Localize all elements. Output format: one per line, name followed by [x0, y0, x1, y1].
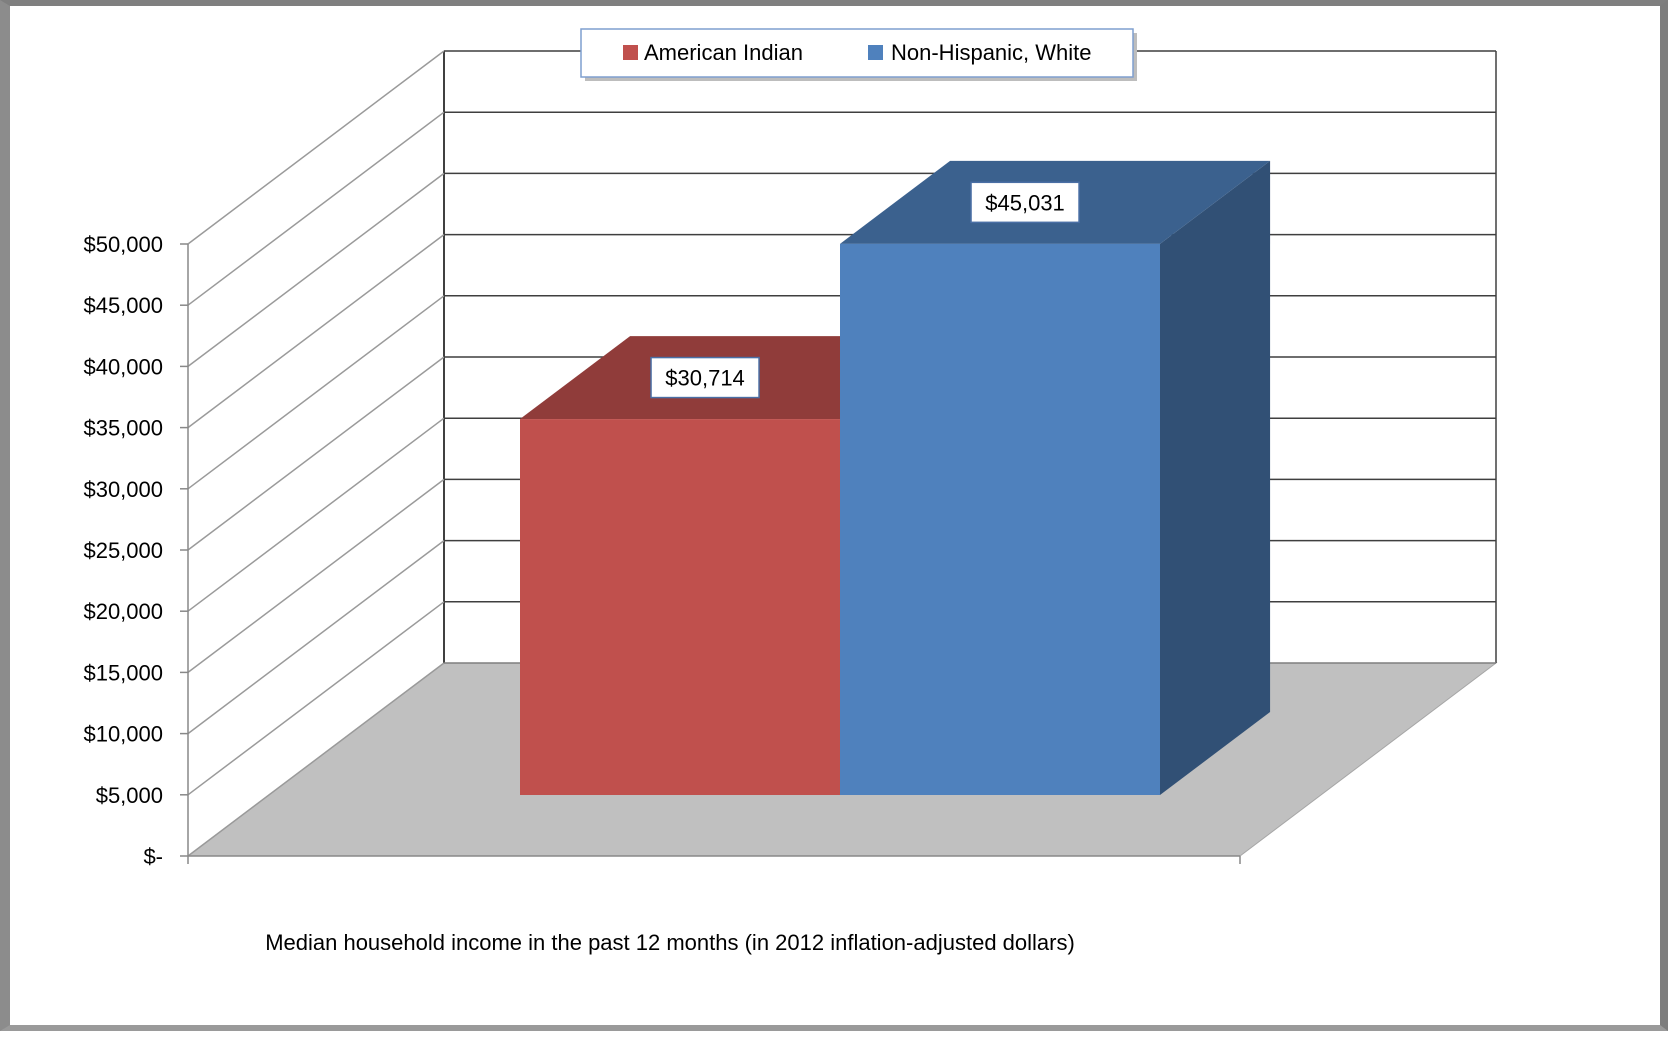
bar-front-face [840, 243, 1160, 795]
side-wall-gridline [187, 172, 445, 367]
bar-non-hispanic-white [840, 160, 1271, 795]
x-axis-title: Median household income in the past 12 m… [265, 930, 1075, 955]
y-tick-label: $35,000 [83, 416, 163, 441]
legend-box [580, 28, 1134, 78]
data-label-american-indian: $30,714 [650, 356, 760, 399]
side-wall-gridline [187, 478, 445, 673]
side-wall-gridline [187, 662, 445, 857]
y-tick-label: $15,000 [83, 660, 163, 685]
side-wall-gridline [187, 50, 445, 245]
side-wall-gridline [187, 601, 445, 796]
side-wall-gridline [187, 540, 445, 735]
legend-swatch-american-indian [623, 45, 638, 60]
legend-label-american-indian: American Indian [644, 40, 803, 65]
side-wall-gridline [187, 356, 445, 551]
side-wall-gridline [187, 234, 445, 429]
y-tick-label: $45,000 [83, 293, 163, 318]
data-label-non-hispanic-white: $45,031 [970, 181, 1080, 224]
y-tick-label: $10,000 [83, 722, 163, 747]
y-tick-label: $20,000 [83, 599, 163, 624]
side-wall-gridline [187, 111, 445, 306]
chart-canvas: $- $5,000 $10,000 $15,000 $20,000 $25,000 $30,… [83, 28, 1498, 955]
data-label-box [650, 356, 760, 399]
legend-label-non-hispanic-white: Non-Hispanic, White [891, 40, 1092, 65]
side-wall-gridline [187, 417, 445, 612]
legend-swatch-non-hispanic-white [868, 45, 883, 60]
y-tick-label: $5,000 [96, 783, 163, 808]
y-tick-label: $50,000 [83, 232, 163, 257]
data-label-text: $30,714 [665, 366, 745, 391]
side-wall-gridline [187, 295, 445, 490]
y-tick-label: $30,000 [83, 477, 163, 502]
y-tick-label: $- [143, 844, 163, 869]
bar-front-face [520, 419, 840, 795]
bar-side-face [1160, 160, 1271, 795]
y-tick-label: $25,000 [83, 538, 163, 563]
y-tick-label: $40,000 [83, 354, 163, 379]
data-label-box [970, 181, 1080, 224]
data-label-text: $45,031 [985, 190, 1065, 215]
